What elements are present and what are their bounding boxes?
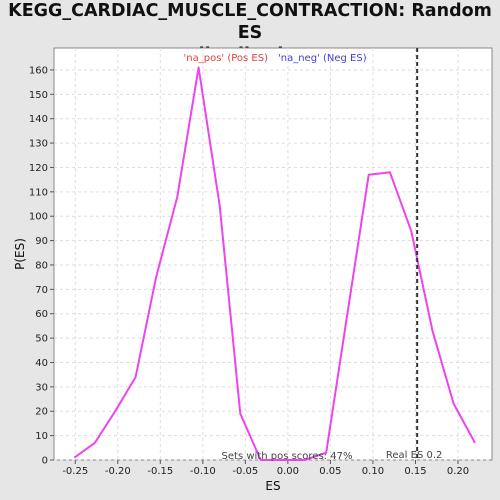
legend-entry-neg: 'na_neg' (Neg ES): [278, 53, 367, 64]
x-tick-label: 0.00: [277, 466, 299, 477]
y-tick-label: 20: [35, 407, 48, 418]
x-tick-label: -0.20: [105, 466, 131, 477]
y-tick-label: 100: [29, 212, 48, 223]
y-tick-label: 80: [35, 260, 48, 271]
y-tick-label: 130: [29, 139, 48, 150]
y-tick-label: 70: [35, 285, 48, 296]
y-tick-label: 140: [29, 114, 48, 125]
chart-title-line-1: KEGG_CARDIAC_MUSCLE_CONTRACTION: Random …: [8, 1, 492, 43]
y-tick-label: 10: [35, 431, 48, 442]
y-tick-label: 40: [35, 358, 48, 369]
text-layer: 0 10 20 30 40 50 60 70 80 90 100 110 120 130 140 150 160…: [13, 53, 469, 493]
x-tick-label: -0.05: [232, 466, 258, 477]
y-tick-label: 150: [29, 90, 48, 101]
x-tick-label: -0.25: [62, 466, 88, 477]
series-line: [73, 66, 476, 461]
x-tick-label: 0.05: [319, 466, 341, 477]
x-tick-label: -0.15: [147, 466, 173, 477]
y-tick-label: 120: [29, 163, 48, 174]
x-axis-label: ES: [265, 479, 280, 493]
y-tick-label: 60: [35, 309, 48, 320]
x-tick-label: -0.10: [190, 466, 216, 477]
real-es-label: Real ES 0.2: [386, 450, 442, 461]
x-tick-label: 0.20: [447, 466, 469, 477]
plot-area: [53, 47, 493, 461]
x-tick-label: 0.15: [404, 466, 426, 477]
series-layer: [73, 66, 476, 461]
y-tick-label: 160: [29, 65, 48, 76]
y-tick-label: 30: [35, 382, 48, 393]
axes: [50, 69, 459, 464]
legend-entry-pos: 'na_pos' (Pos ES): [184, 53, 269, 64]
y-axis-label: P(ES): [13, 238, 27, 270]
pos-scores-annotation: Sets with pos scores: 47%: [222, 451, 353, 462]
x-tick-label: 0.10: [362, 466, 384, 477]
y-tick-label: 0: [42, 456, 48, 467]
grid: [54, 48, 492, 461]
y-tick-label: 90: [35, 236, 48, 247]
y-tick-label: 50: [35, 334, 48, 345]
y-tick-label: 110: [29, 187, 48, 198]
